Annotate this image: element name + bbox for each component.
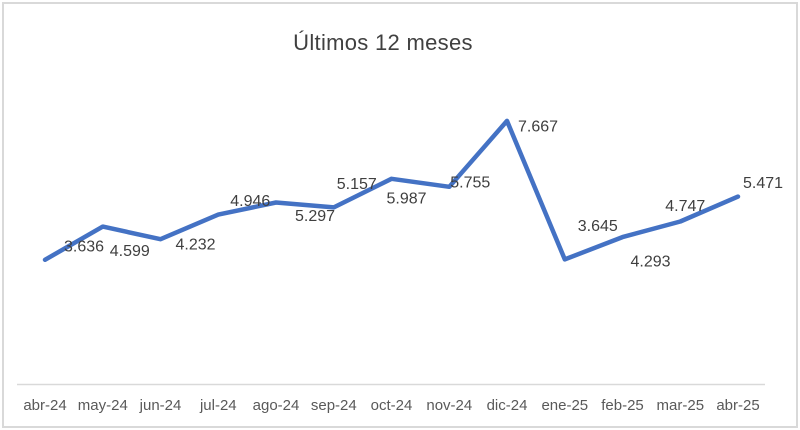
x-tick-labels-group: abr-24 may-24 jun-24 jul-24 ago-24 sep-24 oct-… — [23, 397, 759, 414]
x-tick-label: ene-25 — [541, 397, 588, 414]
data-label: 4.946 — [230, 193, 270, 210]
x-tick-label: feb-25 — [601, 397, 644, 414]
x-tick-label: jul-24 — [199, 397, 237, 414]
data-label: 4.293 — [630, 254, 670, 271]
data-label: 7.667 — [518, 118, 558, 135]
x-tick-label: abr-25 — [716, 397, 759, 414]
data-label: 5.297 — [295, 208, 335, 225]
x-tick-label: abr-24 — [23, 397, 66, 414]
data-label: 4.232 — [175, 237, 215, 254]
data-label: 4.747 — [665, 198, 705, 215]
data-label: 5.157 — [337, 176, 377, 193]
series-line — [42, 118, 741, 263]
data-label: 3.645 — [578, 218, 618, 235]
x-tick-label: sep-24 — [311, 397, 357, 414]
data-label: 4.599 — [110, 243, 150, 260]
x-tick-label: jun-24 — [139, 397, 182, 414]
x-tick-label: ago-24 — [253, 397, 300, 414]
x-tick-label: nov-24 — [426, 397, 472, 414]
chart-title: Últimos 12 meses — [293, 30, 473, 55]
x-tick-label: oct-24 — [371, 397, 413, 414]
x-tick-label: mar-25 — [657, 397, 705, 414]
data-label: 3.636 — [64, 238, 104, 255]
data-label: 5.471 — [743, 175, 783, 192]
x-tick-label: may-24 — [78, 397, 128, 414]
data-label: 5.987 — [386, 190, 426, 207]
x-tick-label: dic-24 — [487, 397, 528, 414]
data-label: 5.755 — [450, 174, 490, 191]
